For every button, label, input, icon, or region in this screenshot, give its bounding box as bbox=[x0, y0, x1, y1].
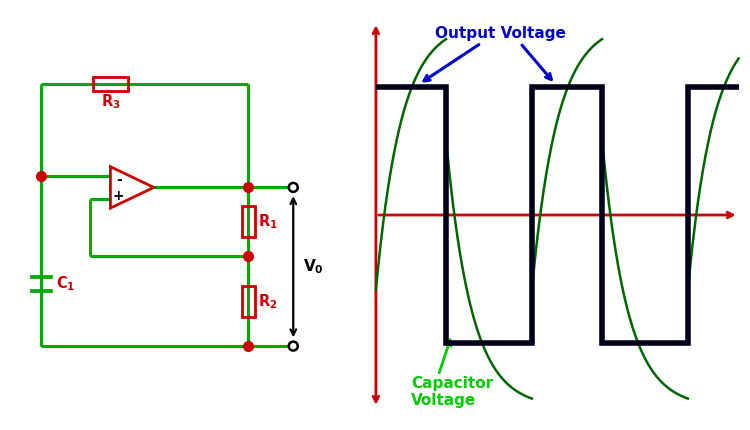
Text: +: + bbox=[112, 189, 125, 203]
Text: $\mathbf{V_0}$: $\mathbf{V_0}$ bbox=[303, 258, 324, 276]
Text: Capacitor
Voltage: Capacitor Voltage bbox=[411, 375, 494, 408]
Text: Output Voltage: Output Voltage bbox=[435, 26, 566, 41]
Bar bbox=[93, 77, 128, 91]
Text: $\mathbf{R_3}$: $\mathbf{R_3}$ bbox=[100, 92, 120, 111]
Text: $\mathbf{R_1}$: $\mathbf{R_1}$ bbox=[258, 212, 278, 231]
Text: $\mathbf{C_1}$: $\mathbf{C_1}$ bbox=[56, 275, 75, 293]
Bar bbox=[242, 286, 255, 317]
Text: -: - bbox=[116, 173, 122, 187]
Bar bbox=[242, 206, 255, 237]
Text: $\mathbf{R_2}$: $\mathbf{R_2}$ bbox=[258, 292, 278, 310]
